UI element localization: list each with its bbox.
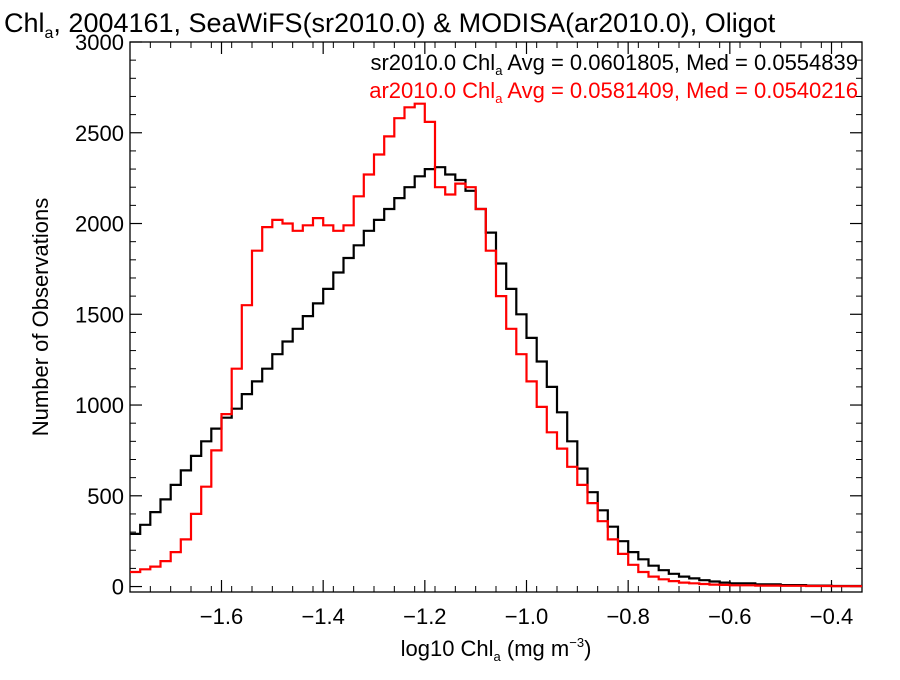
plot-frame <box>130 42 862 592</box>
y-tick-label: 1000 <box>75 393 124 418</box>
x-tick-label: −1.2 <box>403 604 446 629</box>
stats-annotation-ar2010.0: ar2010.0 Chla Avg = 0.0581409, Med = 0.0… <box>369 78 858 106</box>
x-tick-label: −1.0 <box>505 604 548 629</box>
x-tick-label: −0.4 <box>810 604 853 629</box>
stats-annotation-sr2010.0: sr2010.0 Chla Avg = 0.0601805, Med = 0.0… <box>370 50 858 78</box>
chart-svg: Chla, 2004161, SeaWiFS(sr2010.0) & MODIS… <box>0 0 900 675</box>
series-line-sr2010.0 <box>130 167 862 586</box>
histogram-chart: Chla, 2004161, SeaWiFS(sr2010.0) & MODIS… <box>0 0 900 675</box>
y-axis-label: Number of Observations <box>28 198 53 436</box>
y-tick-label: 1500 <box>75 302 124 327</box>
series-line-ar2010.0 <box>130 104 862 587</box>
x-tick-label: −0.6 <box>708 604 751 629</box>
y-tick-label: 2500 <box>75 121 124 146</box>
x-tick-label: −0.8 <box>606 604 649 629</box>
y-tick-label: 3000 <box>75 30 124 55</box>
y-tick-label: 500 <box>87 484 124 509</box>
x-tick-label: −1.6 <box>200 604 243 629</box>
y-tick-label: 0 <box>112 575 124 600</box>
x-tick-label: −1.4 <box>301 604 344 629</box>
x-axis-label: log10 Chla (mg m−3) <box>401 635 592 664</box>
y-tick-label: 2000 <box>75 212 124 237</box>
